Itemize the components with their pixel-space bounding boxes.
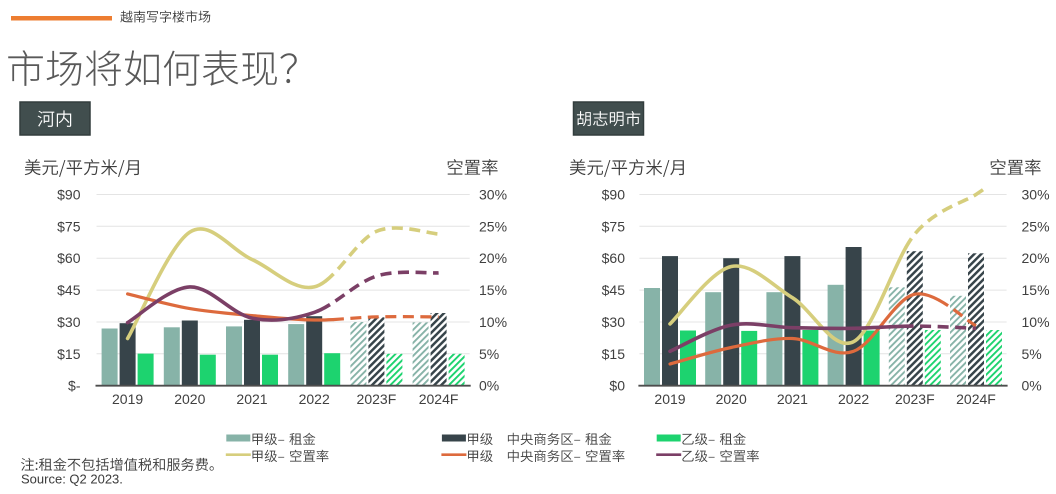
svg-text:25%: 25% bbox=[479, 218, 507, 234]
svg-text:$0: $0 bbox=[609, 378, 625, 394]
svg-text:20%: 20% bbox=[479, 250, 507, 266]
svg-text:5%: 5% bbox=[479, 346, 499, 362]
svg-text:5%: 5% bbox=[1022, 346, 1042, 362]
svg-text:2024F: 2024F bbox=[956, 391, 996, 407]
svg-text:$30: $30 bbox=[602, 314, 626, 330]
svg-text:$45: $45 bbox=[57, 282, 81, 298]
svg-text:$60: $60 bbox=[57, 250, 81, 266]
svg-text:2020: 2020 bbox=[174, 391, 205, 407]
svg-text:2019: 2019 bbox=[112, 391, 143, 407]
svg-text:$75: $75 bbox=[602, 218, 626, 234]
svg-text:30%: 30% bbox=[1022, 187, 1050, 203]
svg-text:15%: 15% bbox=[479, 282, 507, 298]
svg-text:10%: 10% bbox=[1022, 314, 1050, 330]
svg-text:2023F: 2023F bbox=[895, 391, 935, 407]
svg-text:Source: Q2 2023.: Source: Q2 2023. bbox=[21, 472, 123, 487]
svg-text:2019: 2019 bbox=[654, 391, 685, 407]
svg-text:2024F: 2024F bbox=[419, 391, 459, 407]
svg-text:$30: $30 bbox=[57, 314, 81, 330]
svg-text:20%: 20% bbox=[1022, 250, 1050, 266]
svg-text:$75: $75 bbox=[57, 218, 81, 234]
svg-text:2022: 2022 bbox=[838, 391, 869, 407]
svg-text:0%: 0% bbox=[1022, 378, 1042, 394]
svg-text:25%: 25% bbox=[1022, 218, 1050, 234]
svg-text:$15: $15 bbox=[602, 346, 626, 362]
svg-text:$15: $15 bbox=[57, 346, 81, 362]
svg-text:$90: $90 bbox=[602, 187, 626, 203]
svg-text:2020: 2020 bbox=[716, 391, 747, 407]
svg-text:$90: $90 bbox=[57, 187, 81, 203]
svg-text:$60: $60 bbox=[602, 250, 626, 266]
svg-text:$45: $45 bbox=[602, 282, 626, 298]
svg-text:2021: 2021 bbox=[777, 391, 808, 407]
svg-text:0%: 0% bbox=[479, 378, 499, 394]
svg-text:2021: 2021 bbox=[236, 391, 267, 407]
svg-text:15%: 15% bbox=[1022, 282, 1050, 298]
svg-text:2022: 2022 bbox=[299, 391, 330, 407]
svg-text:2023F: 2023F bbox=[357, 391, 397, 407]
svg-text:10%: 10% bbox=[479, 314, 507, 330]
svg-text:$-: $- bbox=[68, 378, 81, 394]
svg-text:30%: 30% bbox=[479, 187, 507, 203]
